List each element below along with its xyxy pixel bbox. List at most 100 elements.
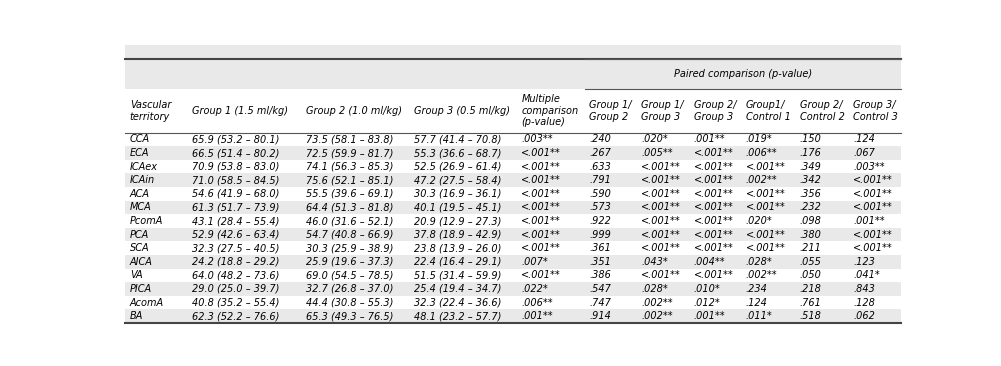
Bar [125, 228, 901, 242]
Text: .022*: .022* [522, 284, 549, 294]
Text: <.001**: <.001** [642, 270, 682, 280]
Text: ICAin: ICAin [130, 175, 155, 185]
Text: .002**: .002** [642, 298, 673, 307]
Text: <.001**: <.001** [694, 148, 734, 158]
Text: .043*: .043* [642, 257, 669, 267]
Text: 75.6 (52.1 – 85.1): 75.6 (52.1 – 85.1) [306, 175, 393, 185]
Text: .914: .914 [590, 311, 612, 321]
Bar [125, 282, 901, 296]
Text: Paired comparison (p-value): Paired comparison (p-value) [674, 69, 812, 79]
Text: <.001**: <.001** [694, 216, 734, 226]
Text: <.001**: <.001** [642, 175, 682, 185]
Text: .361: .361 [590, 243, 612, 253]
Bar [125, 255, 901, 269]
Text: 64.4 (51.3 – 81.8): 64.4 (51.3 – 81.8) [306, 202, 393, 212]
Text: .055: .055 [800, 257, 822, 267]
Text: 70.9 (53.8 – 83.0): 70.9 (53.8 – 83.0) [192, 162, 279, 172]
Text: .005**: .005** [642, 148, 673, 158]
Text: .003**: .003** [522, 134, 553, 145]
Text: 65.3 (49.3 – 76.5): 65.3 (49.3 – 76.5) [306, 311, 393, 321]
Bar [125, 296, 901, 309]
Text: 22.4 (16.4 – 29.1): 22.4 (16.4 – 29.1) [413, 257, 502, 267]
Text: .518: .518 [800, 311, 822, 321]
Bar [125, 133, 901, 146]
Text: .590: .590 [590, 189, 612, 199]
Text: .019*: .019* [746, 134, 773, 145]
Text: 44.4 (30.8 – 55.3): 44.4 (30.8 – 55.3) [306, 298, 393, 307]
Text: .761: .761 [800, 298, 822, 307]
Text: AcomA: AcomA [130, 298, 164, 307]
Text: <.001**: <.001** [522, 175, 562, 185]
Text: PcomA: PcomA [130, 216, 163, 226]
Text: .007*: .007* [522, 257, 549, 267]
Text: .124: .124 [854, 134, 875, 145]
Text: Group 1/
Group 2: Group 1/ Group 2 [590, 100, 632, 122]
Bar [125, 45, 901, 89]
Text: 40.1 (19.5 – 45.1): 40.1 (19.5 – 45.1) [413, 202, 502, 212]
Text: 65.9 (53.2 – 80.1): 65.9 (53.2 – 80.1) [192, 134, 279, 145]
Text: 71.0 (58.5 – 84.5): 71.0 (58.5 – 84.5) [192, 175, 279, 185]
Text: .218: .218 [800, 284, 822, 294]
Text: .573: .573 [590, 202, 612, 212]
Text: .002**: .002** [746, 175, 778, 185]
Bar [125, 201, 901, 214]
Text: .547: .547 [590, 284, 612, 294]
Text: 55.5 (39.6 – 69.1): 55.5 (39.6 – 69.1) [306, 189, 393, 199]
Text: 62.3 (52.2 – 76.6): 62.3 (52.2 – 76.6) [192, 311, 279, 321]
Text: .010*: .010* [694, 284, 721, 294]
Text: <.001**: <.001** [522, 202, 562, 212]
Text: .633: .633 [590, 162, 612, 172]
Text: PCA: PCA [130, 229, 149, 240]
Text: .211: .211 [800, 243, 822, 253]
Text: <.001**: <.001** [522, 189, 562, 199]
Text: <.001**: <.001** [522, 148, 562, 158]
Text: <.001**: <.001** [746, 229, 786, 240]
Text: .050: .050 [800, 270, 822, 280]
Text: Group 3 (0.5 ml/kg): Group 3 (0.5 ml/kg) [413, 106, 510, 116]
Text: .012*: .012* [694, 298, 721, 307]
Text: 32.3 (22.4 – 36.6): 32.3 (22.4 – 36.6) [413, 298, 502, 307]
Text: ACA: ACA [130, 189, 150, 199]
Text: .124: .124 [746, 298, 768, 307]
Text: 24.2 (18.8 – 29.2): 24.2 (18.8 – 29.2) [192, 257, 279, 267]
Text: .356: .356 [800, 189, 822, 199]
Text: 66.5 (51.4 – 80.2): 66.5 (51.4 – 80.2) [192, 148, 279, 158]
Text: 57.7 (41.4 – 70.8): 57.7 (41.4 – 70.8) [413, 134, 502, 145]
Text: <.001**: <.001** [854, 243, 893, 253]
Text: <.001**: <.001** [694, 243, 734, 253]
Text: .011*: .011* [746, 311, 773, 321]
Text: 52.9 (42.6 – 63.4): 52.9 (42.6 – 63.4) [192, 229, 279, 240]
Text: 43.1 (28.4 – 55.4): 43.1 (28.4 – 55.4) [192, 216, 279, 226]
Text: .020*: .020* [642, 134, 669, 145]
Text: <.001**: <.001** [694, 202, 734, 212]
Text: <.001**: <.001** [854, 175, 893, 185]
Text: 32.3 (27.5 – 40.5): 32.3 (27.5 – 40.5) [192, 243, 279, 253]
Bar [125, 309, 901, 323]
Text: Group 3/
Control 3: Group 3/ Control 3 [854, 100, 898, 122]
Text: 69.0 (54.5 – 78.5): 69.0 (54.5 – 78.5) [306, 270, 393, 280]
Text: 51.5 (31.4 – 59.9): 51.5 (31.4 – 59.9) [413, 270, 502, 280]
Text: .001**: .001** [694, 134, 726, 145]
Text: ECA: ECA [130, 148, 149, 158]
Text: <.001**: <.001** [746, 202, 786, 212]
Text: <.001**: <.001** [642, 189, 682, 199]
Text: <.001**: <.001** [694, 162, 734, 172]
Text: 30.3 (16.9 – 36.1): 30.3 (16.9 – 36.1) [413, 189, 502, 199]
Text: 25.9 (19.6 – 37.3): 25.9 (19.6 – 37.3) [306, 257, 393, 267]
Text: .001**: .001** [854, 216, 885, 226]
Text: .067: .067 [854, 148, 875, 158]
Text: 54.6 (41.9 – 68.0): 54.6 (41.9 – 68.0) [192, 189, 279, 199]
Text: <.001**: <.001** [694, 229, 734, 240]
Text: <.001**: <.001** [854, 202, 893, 212]
Text: 64.0 (48.2 – 73.6): 64.0 (48.2 – 73.6) [192, 270, 279, 280]
Text: .150: .150 [800, 134, 822, 145]
Text: .349: .349 [800, 162, 822, 172]
Text: <.001**: <.001** [854, 189, 893, 199]
Text: .380: .380 [800, 229, 822, 240]
Text: 23.8 (13.9 – 26.0): 23.8 (13.9 – 26.0) [413, 243, 502, 253]
Text: .386: .386 [590, 270, 612, 280]
Text: MCA: MCA [130, 202, 151, 212]
Text: <.001**: <.001** [746, 189, 786, 199]
Text: .002**: .002** [746, 270, 778, 280]
Text: .342: .342 [800, 175, 822, 185]
